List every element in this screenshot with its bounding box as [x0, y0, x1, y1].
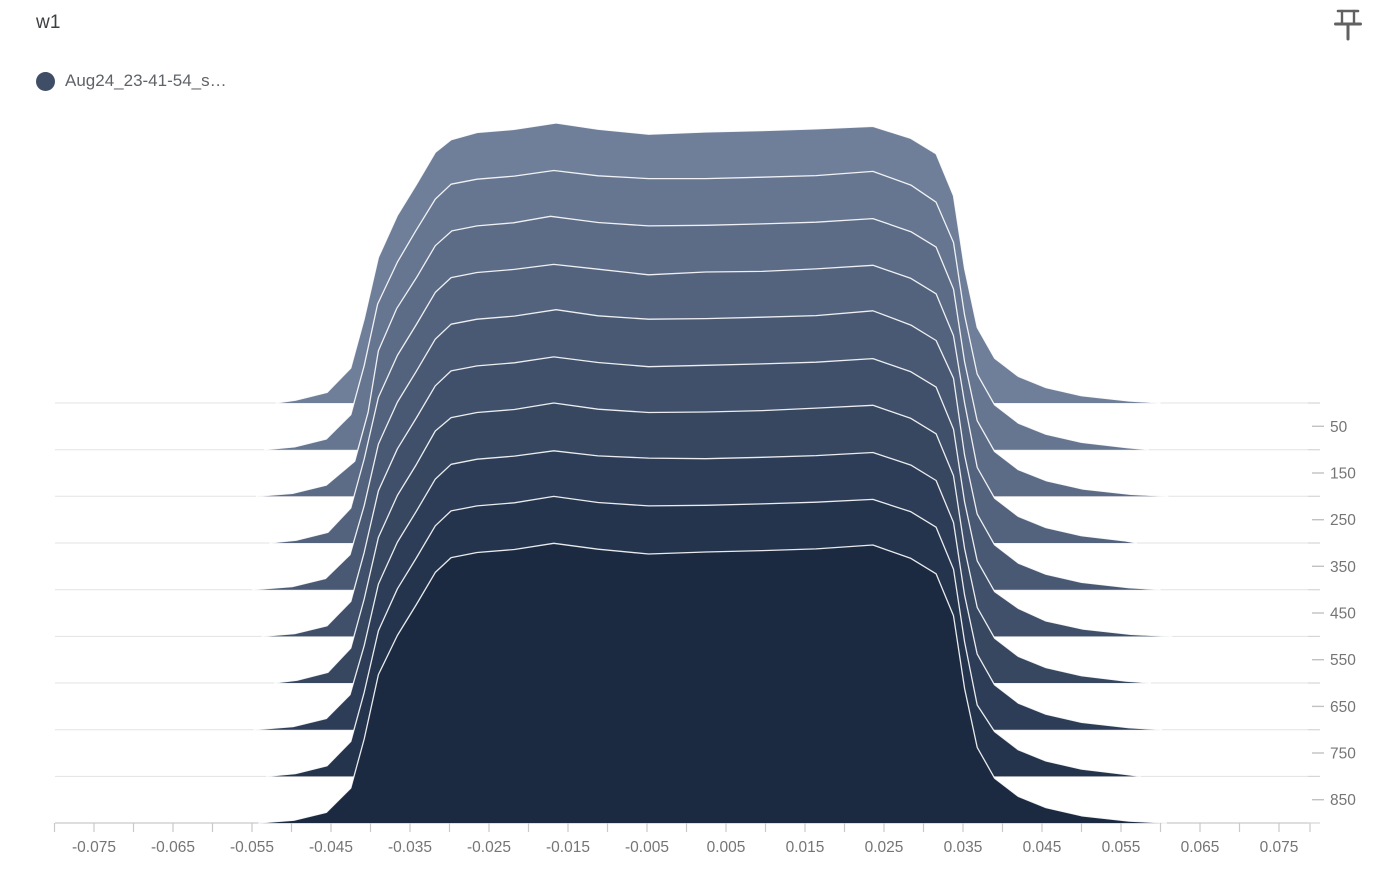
svg-text:0.045: 0.045: [1023, 839, 1062, 856]
svg-text:0.005: 0.005: [707, 839, 746, 856]
svg-text:-0.035: -0.035: [388, 839, 432, 856]
svg-text:0.055: 0.055: [1102, 839, 1141, 856]
legend-item[interactable]: Aug24_23-41-54_s…: [36, 71, 227, 91]
svg-text:0.065: 0.065: [1181, 839, 1220, 856]
svg-text:-0.065: -0.065: [151, 839, 195, 856]
card-title: w1: [36, 12, 61, 33]
push-pin-icon: [1334, 9, 1362, 41]
svg-text:-0.075: -0.075: [72, 839, 116, 856]
svg-text:0.075: 0.075: [1260, 839, 1299, 856]
svg-text:0.015: 0.015: [786, 839, 825, 856]
svg-text:350: 350: [1330, 559, 1356, 576]
svg-text:0.025: 0.025: [865, 839, 904, 856]
svg-text:-0.025: -0.025: [467, 839, 511, 856]
svg-text:850: 850: [1330, 792, 1356, 809]
run-color-swatch: [36, 71, 55, 91]
svg-text:550: 550: [1330, 652, 1356, 669]
svg-text:450: 450: [1330, 606, 1356, 623]
svg-text:-0.005: -0.005: [625, 839, 669, 856]
svg-text:650: 650: [1330, 699, 1356, 716]
svg-text:0.035: 0.035: [944, 839, 983, 856]
run-label: Aug24_23-41-54_s…: [65, 71, 227, 90]
svg-text:50: 50: [1330, 419, 1348, 436]
svg-text:-0.055: -0.055: [230, 839, 274, 856]
pin-card-button[interactable]: [1330, 6, 1366, 46]
svg-text:750: 750: [1330, 746, 1356, 763]
svg-text:-0.015: -0.015: [546, 839, 590, 856]
svg-text:150: 150: [1330, 466, 1356, 483]
svg-text:-0.045: -0.045: [309, 839, 353, 856]
svg-text:250: 250: [1330, 512, 1356, 529]
